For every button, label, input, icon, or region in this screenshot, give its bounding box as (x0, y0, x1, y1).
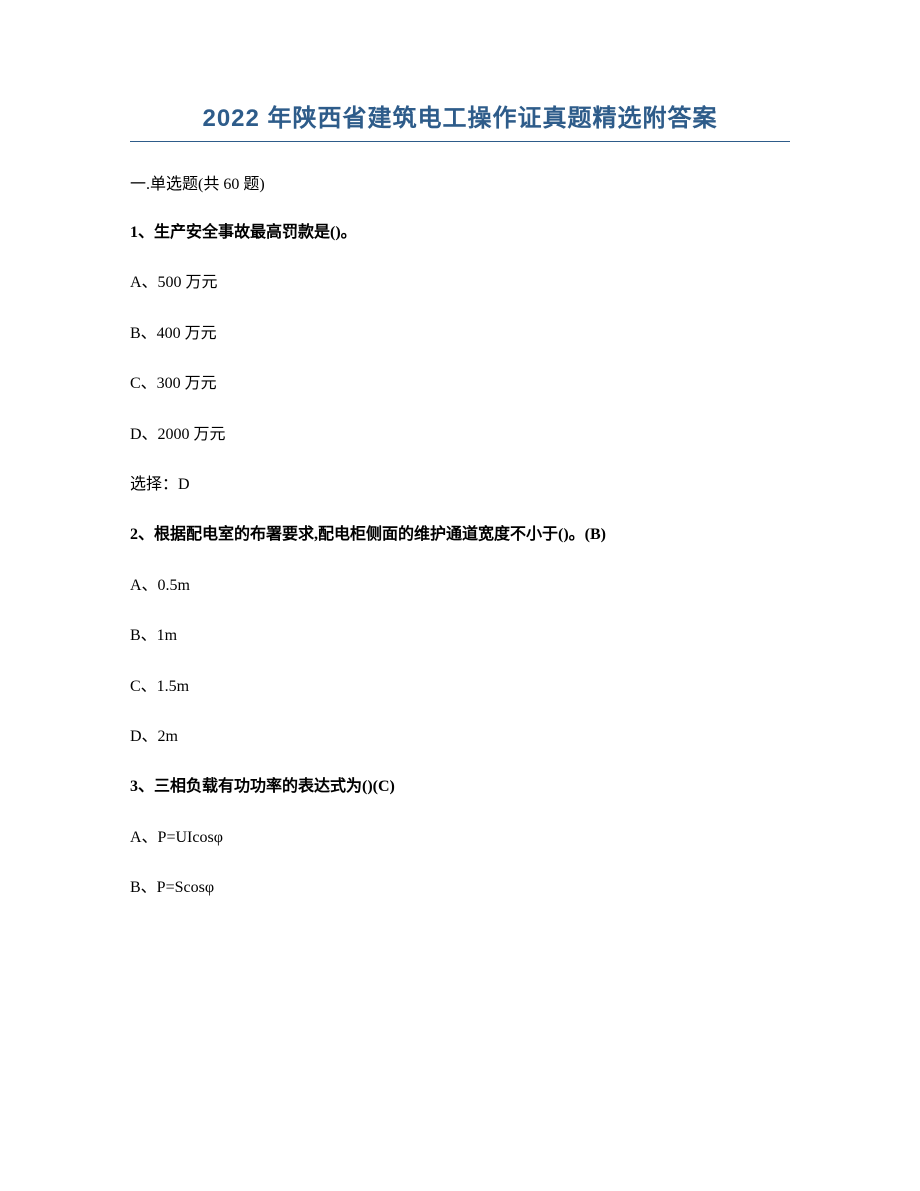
q2-option-c: C、1.5m (130, 676, 790, 698)
title-underline (130, 141, 790, 142)
q1-stem: 1、生产安全事故最高罚款是()。 (130, 222, 790, 244)
q3-stem: 3、三相负载有功功率的表达式为()(C) (130, 776, 790, 798)
section-label: 一.单选题(共 60 题) (130, 170, 790, 194)
q1-option-c: C、300 万元 (130, 373, 790, 395)
q2-option-d: D、2m (130, 726, 790, 748)
q1-answer: 选择：D (130, 474, 790, 496)
q3-option-b: B、P=Scosφ (130, 877, 790, 899)
q1-option-d: D、2000 万元 (130, 424, 790, 446)
q2-stem: 2、根据配电室的布署要求,配电柜侧面的维护通道宽度不小于()。(B) (130, 524, 790, 546)
q1-option-a: A、500 万元 (130, 272, 790, 294)
document-title: 2022 年陕西省建筑电工操作证真题精选附答案 (130, 98, 790, 141)
q2-option-a: A、0.5m (130, 575, 790, 597)
q1-option-b: B、400 万元 (130, 323, 790, 345)
q3-option-a: A、P=UIcosφ (130, 827, 790, 849)
q2-option-b: B、1m (130, 625, 790, 647)
